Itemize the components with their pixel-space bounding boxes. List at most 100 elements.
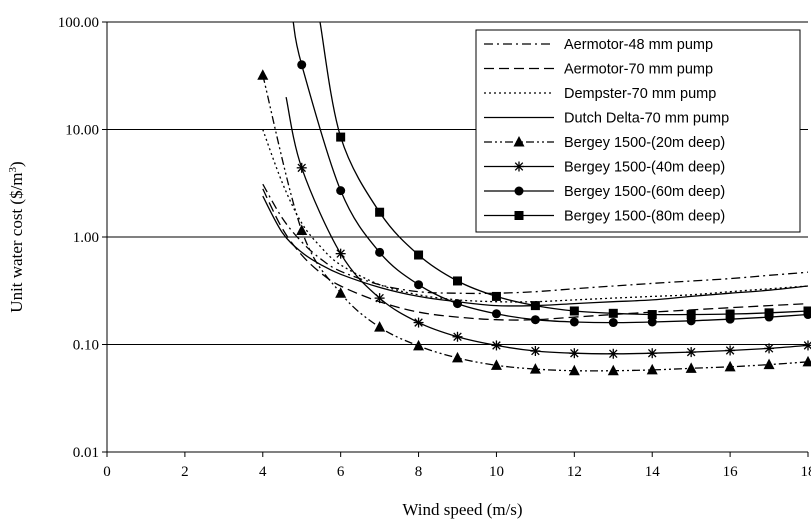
legend-label: Bergey 1500-(40m deep)	[564, 160, 725, 176]
data-point-stroke	[725, 346, 735, 355]
data-point	[375, 247, 385, 257]
data-point	[724, 360, 736, 372]
x-tick-label: 0	[103, 464, 111, 480]
legend-swatch-marker	[514, 161, 524, 172]
legend-label: Bergey 1500-(80m deep)	[564, 209, 725, 225]
data-point	[452, 331, 463, 342]
data-point-stroke	[764, 344, 774, 353]
legend-item: Dutch Delta-70 mm pump	[484, 111, 729, 127]
data-point	[530, 346, 541, 357]
series-line	[319, 21, 809, 316]
data-point	[374, 293, 385, 304]
series-7	[319, 21, 811, 320]
data-point	[452, 351, 463, 363]
data-point	[763, 358, 775, 370]
legend-label: Aermotor-70 mm pump	[564, 62, 713, 78]
legend: Aermotor-48 mm pump Aermotor-70 mm pump De…	[475, 29, 801, 233]
data-point	[491, 291, 501, 301]
data-point	[413, 339, 425, 351]
data-point-stroke	[453, 332, 462, 342]
data-point	[296, 224, 308, 235]
y-axis-title-end: )	[7, 161, 26, 167]
legend-item: Bergey 1500-(60m deep)	[484, 184, 725, 200]
legend-swatch-marker	[513, 136, 525, 147]
x-tick-label: 14	[645, 464, 661, 480]
data-point	[257, 69, 269, 80]
data-point	[647, 317, 657, 327]
legend-item: Dempster-70 mm pump	[484, 86, 716, 102]
data-point	[529, 363, 541, 374]
data-point	[725, 345, 736, 356]
data-point	[336, 186, 346, 196]
series-line	[262, 188, 809, 321]
data-point	[803, 306, 811, 316]
x-tick-label: 4	[259, 464, 267, 480]
x-tick-label: 12	[567, 464, 582, 480]
data-point	[568, 364, 580, 376]
data-point	[647, 310, 657, 320]
data-point	[686, 347, 697, 358]
legend-swatch-marker	[514, 211, 524, 220]
legend-swatch-marker-stroke	[514, 162, 524, 171]
data-point-stroke	[647, 348, 657, 358]
data-point-stroke	[297, 163, 306, 173]
legend-item: Bergey 1500-(40m deep)	[484, 160, 725, 176]
data-point	[685, 362, 697, 373]
data-point	[336, 132, 346, 142]
data-point	[530, 315, 540, 325]
data-point-stroke	[414, 318, 423, 327]
x-tick-label: 10	[489, 464, 504, 480]
data-point	[491, 340, 502, 351]
y-tick-label: 100.00	[58, 15, 99, 31]
data-point	[414, 280, 424, 290]
legend-label: Dutch Delta-70 mm pump	[564, 111, 729, 127]
data-point	[647, 348, 658, 359]
data-point	[530, 301, 540, 311]
data-point	[607, 364, 619, 376]
series-2	[262, 129, 809, 303]
data-point	[802, 355, 811, 367]
data-point	[608, 308, 618, 318]
x-tick-label: 2	[181, 464, 189, 480]
series-5	[285, 96, 811, 359]
data-point-stroke	[686, 347, 696, 357]
data-point	[646, 363, 658, 375]
legend-box	[475, 29, 801, 233]
x-tick-label: 18	[801, 464, 811, 480]
data-point	[764, 308, 774, 318]
data-point-stroke	[336, 249, 345, 258]
data-point-stroke	[531, 346, 540, 356]
data-point-stroke	[570, 348, 579, 358]
y-axis-title-superscript: 3	[7, 166, 19, 172]
data-point	[453, 276, 462, 286]
legend-label: Aermotor-48 mm pump	[564, 37, 713, 53]
data-point	[803, 340, 811, 351]
data-point-stroke	[492, 341, 501, 350]
data-point-stroke	[609, 349, 618, 359]
series-layer	[257, 21, 811, 376]
data-point	[725, 309, 735, 319]
legend-item: Bergey 1500-(20m deep)	[484, 135, 725, 151]
data-point	[764, 343, 775, 354]
series-4	[257, 69, 811, 376]
y-axis-title-main: Unit water cost ($/m	[7, 172, 26, 312]
legend-item: Bergey 1500-(80m deep)	[484, 209, 725, 225]
data-point	[569, 317, 579, 327]
series-1	[262, 188, 809, 321]
data-point	[335, 248, 346, 259]
data-point	[608, 348, 619, 359]
data-point	[414, 250, 424, 260]
data-point	[296, 162, 307, 173]
legend-item: Aermotor-70 mm pump	[484, 62, 713, 78]
data-point	[413, 317, 424, 328]
y-tick-label: 0.10	[73, 338, 99, 354]
legend-label: Dempster-70 mm pump	[564, 86, 716, 102]
data-point	[569, 306, 579, 316]
legend-swatch-marker	[514, 186, 524, 196]
data-point	[375, 207, 385, 217]
y-tick-label: 0.01	[73, 445, 99, 461]
legend-item: Aermotor-48 mm pump	[484, 37, 713, 53]
x-tick-label: 8	[415, 464, 423, 480]
y-tick-label: 1.00	[73, 230, 99, 246]
